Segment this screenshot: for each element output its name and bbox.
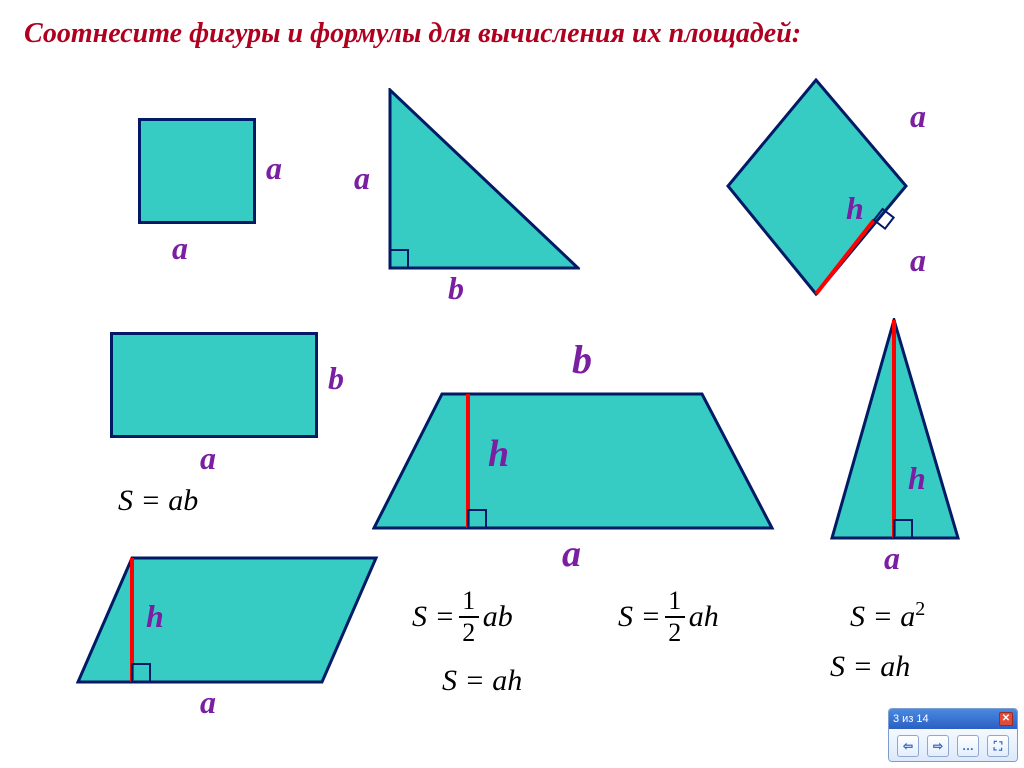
shape-trapezoid [372,392,776,532]
next-button[interactable]: ⇨ [927,735,949,757]
label-iso-h: h [908,460,926,497]
shape-iso-triangle [830,318,962,542]
label-iso-a: a [884,540,900,577]
widget-title: 3 из 14 [893,713,929,725]
formula-ab: S = ab [118,484,198,518]
label-rh-a-top: a [910,98,926,135]
shape-square [138,118,256,224]
slideshow-widget: 3 из 14 ✕ ⇦ ⇨ … ⛶ [888,708,1018,762]
prev-button[interactable]: ⇦ [897,735,919,757]
label-rt-b: b [448,270,464,307]
label-rect-a: a [200,440,216,477]
widget-titlebar: 3 из 14 ✕ [889,709,1017,729]
label-par-h: h [146,598,164,635]
label-rect-b: b [328,360,344,397]
formula-half-ah: S = 1 2 ah [618,586,719,648]
page-title: Соотнесите фигуры и формулы для вычислен… [24,18,1000,50]
label-sq-a-right: a [266,150,282,187]
shape-rhombus [726,78,910,298]
shape-right-triangle [388,88,580,272]
formula-ah-2: S = ah [830,650,910,684]
label-trap-h: h [488,432,509,476]
menu-button[interactable]: … [957,735,979,757]
shape-rectangle [110,332,318,438]
label-sq-a-bottom: a [172,230,188,267]
close-icon[interactable]: ✕ [999,712,1013,726]
label-rh-a-bottom: a [910,242,926,279]
label-par-a: a [200,684,216,721]
fullscreen-button[interactable]: ⛶ [987,735,1009,757]
label-trap-a: a [562,532,581,576]
shape-parallelogram [76,556,380,686]
formula-a-squared: S = a2 [850,598,925,634]
formula-ah-1: S = ah [442,664,522,698]
widget-toolbar: ⇦ ⇨ … ⛶ [889,729,1017,762]
label-rh-h: h [846,190,864,227]
label-rt-a: a [354,160,370,197]
label-trap-b: b [572,336,592,383]
formula-half-ab: S = 1 2 ab [412,586,513,648]
